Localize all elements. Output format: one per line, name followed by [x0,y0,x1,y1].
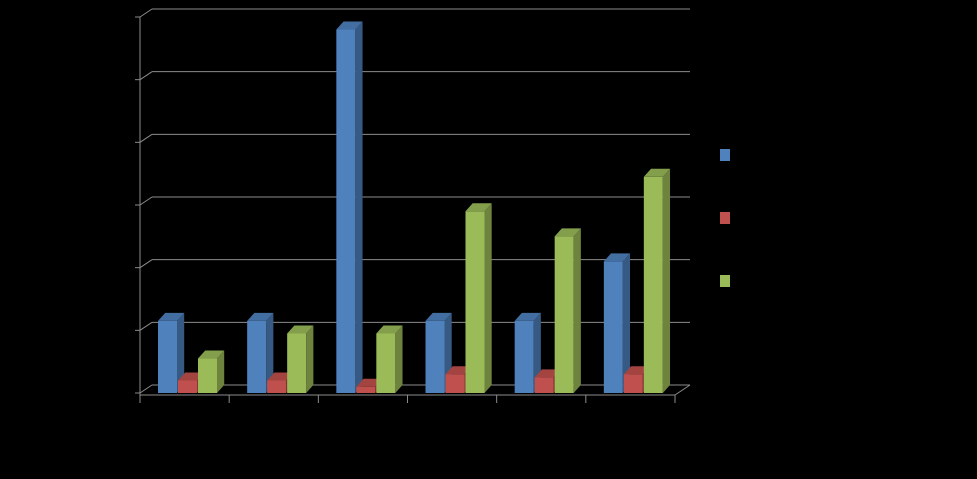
bar-front [178,380,197,393]
floor-edge [674,384,691,396]
grid-depth [139,384,153,394]
bar [287,325,314,393]
bar-top [287,325,314,334]
bar-top [445,366,472,375]
bar [643,168,671,393]
bar-front [643,176,663,393]
bar-front [158,320,177,393]
bar-front [534,377,554,393]
bar [554,228,581,393]
bar-front [603,261,623,393]
bar-top [356,378,383,387]
bar-top [465,203,492,212]
bar-side [177,312,185,393]
bar-front [465,211,485,393]
bar-top [376,325,403,334]
bar-side [395,325,403,393]
bar-side [306,325,314,393]
bar [198,350,225,393]
bar-top [603,253,631,262]
bar-top [554,228,581,237]
grid-depth [139,321,153,331]
bar-top [643,168,671,177]
bar-top [267,372,294,381]
bar-front [247,320,267,393]
bar [336,21,363,394]
bar-side [662,168,671,393]
bar [465,203,492,393]
bar-top [514,312,541,321]
legend-swatch [720,212,730,224]
grid-depth [139,259,153,269]
bar-front [623,374,643,393]
bar-side [217,350,225,393]
bar-front [356,386,376,393]
bar-front [376,333,396,393]
bar-top [198,350,225,359]
bar-front [336,29,356,394]
bar-side [266,312,274,393]
bar-front [554,236,574,393]
bar [603,253,631,393]
bar-top [534,369,561,378]
bar-top [158,312,185,321]
grid-depth [139,133,153,143]
bar-side [573,228,581,393]
legend-swatch [720,149,730,161]
bar-top [336,21,363,30]
bar-top [623,366,651,375]
legend-swatch [720,275,730,287]
grid-depth [139,196,153,206]
bar-top [178,372,205,381]
bar-top [247,312,274,321]
bar-front [445,374,465,393]
bar [376,325,403,393]
bar-front [287,333,307,393]
grid-depth [139,71,153,81]
bar-top [425,312,452,321]
bar [158,312,185,393]
bar-side [484,203,492,393]
bar-side [355,21,363,394]
bar [247,312,274,393]
bar-front [198,358,217,393]
grid-depth [139,8,153,18]
bar-front [514,320,534,393]
bar-front [425,320,445,393]
bar-side [622,253,631,393]
bar-front [267,380,287,393]
